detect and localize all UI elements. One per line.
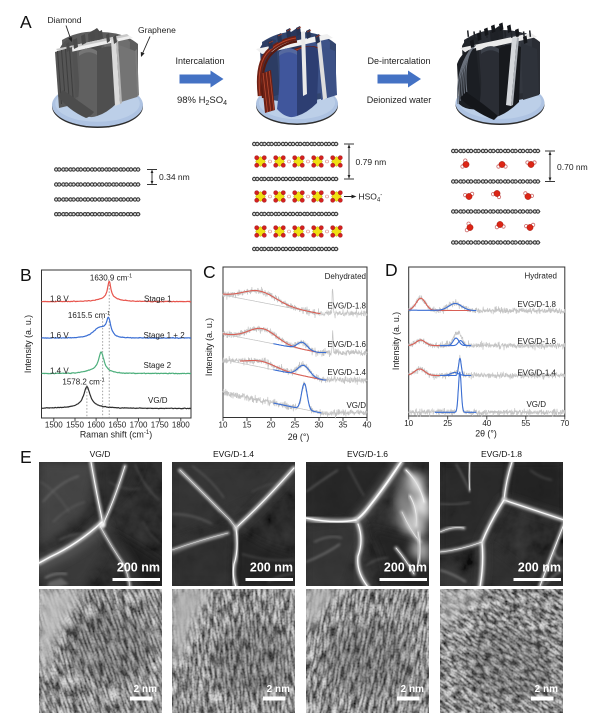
svg-text:98% H2SO4: 98% H2SO4: [177, 95, 227, 107]
svg-text:Stage 2: Stage 2: [144, 361, 172, 370]
svg-text:Dehydrated: Dehydrated: [325, 272, 366, 281]
svg-text:VG/D: VG/D: [346, 401, 366, 410]
svg-text:1800: 1800: [172, 421, 190, 430]
svg-text:B: B: [20, 265, 32, 285]
svg-text:2 nm: 2 nm: [133, 684, 156, 695]
svg-text:0.34 nm: 0.34 nm: [159, 172, 190, 182]
svg-text:1.6 V: 1.6 V: [50, 331, 69, 340]
svg-text:1600: 1600: [87, 421, 105, 430]
svg-text:C: C: [203, 262, 216, 282]
svg-text:200 nm: 200 nm: [518, 560, 561, 574]
svg-text:EVG/D-1.4: EVG/D-1.4: [327, 368, 366, 377]
svg-text:30: 30: [315, 421, 324, 430]
svg-text:HSO4-: HSO4-: [359, 192, 383, 204]
svg-text:2 nm: 2 nm: [535, 684, 558, 695]
svg-text:40: 40: [363, 421, 372, 430]
svg-text:10: 10: [404, 419, 413, 428]
svg-text:55: 55: [521, 419, 530, 428]
svg-text:1650: 1650: [108, 421, 126, 430]
svg-text:200 nm: 200 nm: [250, 560, 293, 574]
svg-text:EVG/D-1.4: EVG/D-1.4: [517, 369, 556, 378]
svg-text:De-intercalation: De-intercalation: [367, 56, 430, 66]
svg-text:EVG/D-1.6: EVG/D-1.6: [517, 337, 556, 346]
svg-text:Deionized water: Deionized water: [367, 95, 432, 105]
svg-text:25: 25: [291, 421, 300, 430]
svg-text:VG/D: VG/D: [148, 396, 168, 405]
svg-text:1750: 1750: [151, 421, 169, 430]
svg-text:EVG/D-1.8: EVG/D-1.8: [517, 300, 556, 309]
svg-text:Graphene: Graphene: [138, 25, 176, 35]
svg-text:EVG/D-1.8: EVG/D-1.8: [327, 302, 366, 311]
svg-text:25: 25: [443, 419, 452, 428]
svg-text:EVG/D-1.6: EVG/D-1.6: [327, 340, 366, 349]
svg-text:0.70 nm: 0.70 nm: [557, 162, 588, 172]
svg-text:35: 35: [339, 421, 348, 430]
svg-text:Intensity (a. u.): Intensity (a. u.): [23, 315, 33, 373]
svg-text:Diamond: Diamond: [48, 15, 82, 25]
svg-text:40: 40: [482, 419, 491, 428]
svg-text:1615.5 cm-1: 1615.5 cm-1: [68, 311, 110, 320]
svg-text:200 nm: 200 nm: [116, 560, 159, 574]
svg-text:Intercalation: Intercalation: [175, 56, 224, 66]
svg-text:Stage 1 + 2: Stage 1 + 2: [144, 331, 186, 340]
svg-text:Stage 1: Stage 1: [144, 295, 172, 304]
svg-text:20: 20: [267, 421, 276, 430]
svg-text:Raman shift (cm-1): Raman shift (cm-1): [80, 430, 152, 440]
svg-text:2 nm: 2 nm: [267, 684, 290, 695]
svg-text:D: D: [385, 260, 398, 280]
svg-text:2θ (°): 2θ (°): [288, 432, 310, 442]
svg-text:Hydrated: Hydrated: [525, 272, 557, 281]
svg-text:1.4 V: 1.4 V: [50, 367, 69, 376]
svg-text:0.79 nm: 0.79 nm: [356, 157, 387, 167]
svg-text:2θ (°): 2θ (°): [475, 429, 497, 439]
svg-text:1.8 V: 1.8 V: [50, 295, 69, 304]
svg-text:1630.9 cm-1: 1630.9 cm-1: [90, 274, 132, 283]
svg-text:1578.2 cm-1: 1578.2 cm-1: [62, 378, 104, 387]
svg-text:Intensity (a. u.): Intensity (a. u.): [391, 312, 401, 370]
svg-text:200 nm: 200 nm: [384, 560, 427, 574]
svg-text:2 nm: 2 nm: [401, 684, 424, 695]
svg-text:1550: 1550: [66, 421, 84, 430]
svg-text:Intensity (a. u.): Intensity (a. u.): [204, 318, 214, 376]
svg-text:1700: 1700: [130, 421, 148, 430]
svg-text:10: 10: [219, 421, 228, 430]
svg-text:1500: 1500: [45, 421, 63, 430]
svg-text:A: A: [20, 12, 32, 32]
svg-text:70: 70: [560, 419, 569, 428]
svg-text:15: 15: [243, 421, 252, 430]
svg-text:VG/D: VG/D: [526, 400, 546, 409]
